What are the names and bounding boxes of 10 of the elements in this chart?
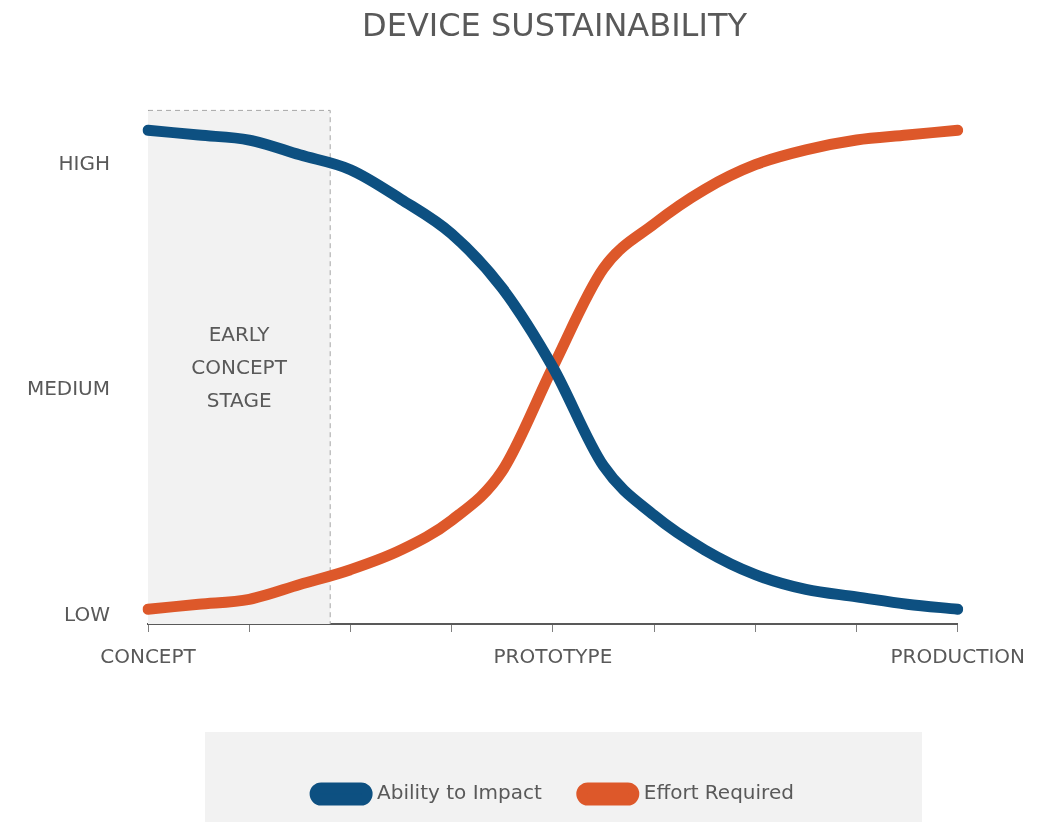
text: LOW: [64, 602, 111, 627]
legend-label: Effort Required: [643, 780, 794, 805]
text: HIGH: [58, 150, 110, 175]
annotation: EARLY CONCEPT STAGE: [191, 322, 288, 413]
chart-title: DEVICE SUSTAINABILITY: [362, 5, 748, 44]
x-tick-label: CONCEPT: [100, 644, 197, 669]
x-tick-label: PROTOTYPE: [493, 644, 613, 669]
legend-label: Ability to Impact: [377, 780, 542, 805]
text: MEDIUM: [26, 376, 110, 401]
x-tick-label: PRODUCTION: [890, 644, 1025, 669]
